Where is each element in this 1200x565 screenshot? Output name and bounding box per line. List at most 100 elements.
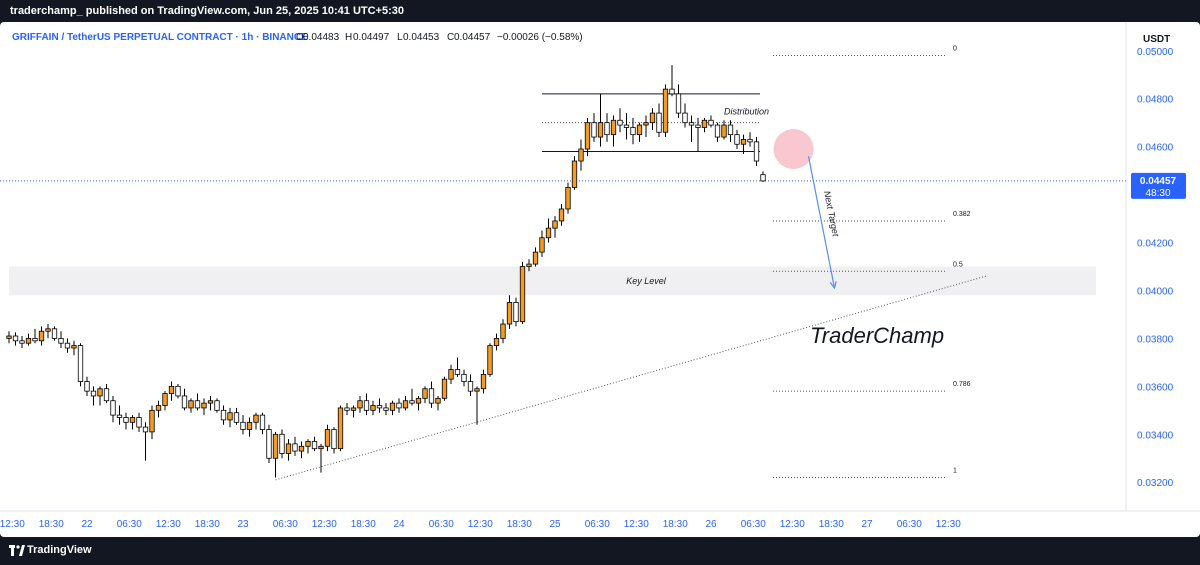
candle-body: [500, 323, 506, 339]
candle-body: [51, 328, 58, 339]
time-axis-tick: 06:30: [273, 519, 298, 530]
candle-body: [266, 429, 272, 459]
price-axis-tick: 0.04600: [1137, 143, 1174, 154]
time-axis-tick: 06:30: [117, 519, 142, 530]
legend-change-value: −0.00026 (−0.58%): [497, 32, 583, 43]
next-target-arrowhead: [829, 281, 837, 290]
candle-body: [168, 385, 175, 394]
candle-body: [636, 124, 643, 136]
time-axis-tick: 12:30: [468, 519, 493, 530]
candle-body: [428, 388, 435, 404]
candle-body: [584, 122, 591, 150]
next-target-arrow[interactable]: [807, 156, 836, 289]
candle-body: [565, 186, 571, 210]
candle-body: [194, 400, 201, 409]
candle-body: [227, 412, 233, 421]
legend-open-key: O: [296, 32, 304, 43]
candle-body: [285, 443, 292, 454]
time-axis-tick: 18:30: [39, 519, 64, 530]
candle-body: [753, 141, 760, 162]
candle-body: [181, 395, 188, 409]
time-axis-tick: 18:30: [351, 519, 376, 530]
candle-body: [45, 328, 51, 332]
candle-body: [487, 345, 493, 375]
price-chart[interactable]: GRIFFAIN / TetherUS PERPETUAL CONTRACT ·…: [0, 22, 1200, 537]
candle-body: [279, 433, 285, 454]
fib-level-label: 1: [953, 467, 957, 474]
candle-body: [110, 400, 116, 416]
candle-body: [357, 400, 363, 409]
candle-body: [188, 400, 194, 409]
footer-bar: TradingView: [0, 537, 1200, 565]
candle-body: [669, 88, 675, 95]
candle-body: [454, 369, 461, 375]
ohlc-values: O 0.04483 H 0.04497 L 0.04453 C 0.04457 −0.00026…: [296, 32, 583, 43]
candle-body: [422, 388, 428, 399]
candle-body: [214, 400, 220, 411]
symbol-legend[interactable]: GRIFFAIN / TetherUS PERPETUAL CONTRACT ·…: [12, 32, 308, 43]
price-axis-tick: 0.04000: [1137, 286, 1174, 297]
highlight-circle[interactable]: [773, 129, 814, 170]
candle-body: [311, 441, 318, 450]
candle-body: [90, 390, 97, 397]
candle-body: [571, 160, 578, 188]
candle-body: [129, 417, 136, 423]
time-axis-tick: 06:30: [429, 519, 454, 530]
annotation-overlay: Distribution Key Level Next Target Trade…: [626, 107, 944, 349]
legend-low-value: 0.04453: [403, 32, 440, 43]
ascending-trendline[interactable]: [275, 275, 987, 481]
candle-body: [682, 112, 688, 124]
candle-body: [474, 388, 480, 392]
currency-label[interactable]: USDT: [1143, 34, 1170, 45]
candle-body: [383, 407, 389, 411]
candle-body: [32, 338, 38, 342]
candle-body: [610, 119, 617, 136]
candle-body: [337, 407, 344, 450]
chart-frame: GRIFFAIN / TetherUS PERPETUAL CONTRACT ·…: [0, 22, 1200, 537]
time-axis-tick: 26: [705, 519, 717, 530]
candle-body: [506, 302, 513, 325]
price-axis-tick: 0.05000: [1137, 47, 1174, 58]
drawings-layer: 0 0.382 0.5 0.786 1: [0, 46, 1126, 481]
candle-body: [175, 385, 181, 397]
candle-body: [25, 338, 32, 344]
candle-body: [344, 407, 350, 411]
candle-body: [701, 119, 708, 128]
time-axis-tick: 18:30: [507, 519, 532, 530]
legend-high-value: 0.04497: [353, 32, 390, 43]
candle-body: [597, 122, 604, 138]
candle-body: [71, 345, 77, 349]
candle-body: [688, 122, 695, 126]
candle-body: [97, 388, 103, 397]
candle-body: [324, 429, 331, 447]
candle-body: [149, 409, 155, 433]
candle-body: [298, 445, 305, 452]
key-level-label[interactable]: Key Level: [626, 276, 667, 286]
candle-body: [58, 338, 64, 344]
candle-body: [409, 400, 415, 404]
candle-body: [519, 266, 526, 323]
candle-body: [123, 417, 129, 423]
candle-body: [539, 237, 545, 253]
publish-bar: traderchamp_ published on TradingView.co…: [0, 0, 1200, 22]
candle-body: [19, 340, 25, 344]
time-axis-tick: 06:30: [585, 519, 610, 530]
candle-body: [675, 93, 682, 114]
candle-body: [240, 421, 246, 430]
next-target-label[interactable]: Next Target: [822, 190, 841, 238]
published-line: traderchamp_ published on TradingView.co…: [10, 5, 404, 17]
fib-level-label: 0.786: [953, 381, 971, 388]
legend-low-key: L: [397, 32, 403, 43]
candle-body: [623, 124, 630, 128]
candle-body: [64, 342, 71, 349]
candle-body: [350, 407, 357, 411]
candle-body: [552, 220, 558, 229]
candle-body: [292, 443, 298, 452]
time-axis[interactable]: 12:30 18:30 22 06:30 12:30 18:30 23 06:30 12:30 1…: [0, 519, 961, 530]
candle-body: [305, 441, 311, 447]
price-axis[interactable]: 0.05000 0.04800 0.04600 0.04200 0.04000 0.038…: [1137, 47, 1174, 489]
legend-high-key: H: [345, 32, 352, 43]
candle-body: [656, 112, 662, 133]
distribution-label[interactable]: Distribution: [724, 107, 769, 117]
candle-body: [272, 433, 279, 459]
